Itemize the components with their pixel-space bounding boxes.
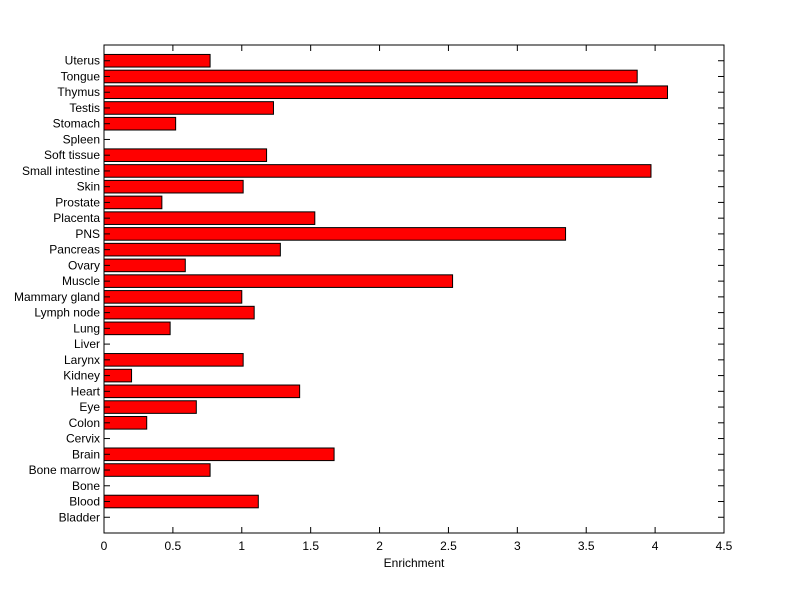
x-tick-labels: 0 0.5 1 1.5 2 2.5 3 3.5 4 4.5 bbox=[101, 539, 733, 553]
bar-blood bbox=[103, 494, 259, 509]
y-tick-label: Blood bbox=[69, 495, 100, 509]
bar-eye bbox=[103, 400, 197, 414]
bar-pancreas bbox=[103, 242, 281, 257]
y-tick-label: Colon bbox=[69, 416, 100, 430]
bar-muscle bbox=[103, 274, 454, 288]
bar-larynx bbox=[103, 353, 244, 367]
bar-skin bbox=[103, 179, 244, 194]
y-tick-label: Prostate bbox=[55, 195, 100, 209]
y-tick-label: Pancreas bbox=[49, 243, 100, 257]
y-tick-label: Small intestine bbox=[22, 164, 100, 178]
x-tick-label: 1 bbox=[238, 539, 245, 553]
bar-ovary bbox=[103, 258, 186, 273]
y-tick-label: Cervix bbox=[66, 432, 100, 446]
bar-soft-tissue bbox=[103, 148, 268, 162]
bar-lung bbox=[103, 321, 171, 336]
y-tick-label: Tongue bbox=[61, 69, 101, 83]
plot-frame bbox=[103, 44, 725, 534]
x-tick-label: 2.5 bbox=[440, 539, 457, 553]
y-tick-label: Uterus bbox=[65, 54, 100, 68]
y-tick-label: Lymph node bbox=[34, 306, 100, 320]
bar-thymus bbox=[103, 85, 669, 100]
bar-mammary-gland bbox=[103, 290, 243, 304]
bar-stomach bbox=[103, 116, 177, 131]
bar-placenta bbox=[103, 211, 316, 225]
ticks bbox=[103, 45, 725, 533]
bar-uterus bbox=[103, 53, 211, 68]
y-tick-label: Kidney bbox=[63, 369, 100, 383]
y-tick-label: Bladder bbox=[59, 510, 100, 524]
y-tick-label: Soft tissue bbox=[44, 148, 100, 162]
y-tick-label: Eye bbox=[79, 400, 100, 414]
x-tick-label: 3 bbox=[514, 539, 521, 553]
y-tick-label: Larynx bbox=[64, 353, 100, 367]
x-tick-label: 0 bbox=[101, 539, 108, 553]
y-tick-label: Mammary gland bbox=[14, 290, 100, 304]
bar-lymph-node bbox=[103, 305, 255, 320]
y-tick-label: Stomach bbox=[53, 117, 100, 131]
y-tick-label: Ovary bbox=[68, 258, 100, 272]
x-tick-label: 0.5 bbox=[165, 539, 182, 553]
y-tick-label: Placenta bbox=[53, 211, 100, 225]
y-tick-label: Heart bbox=[71, 384, 101, 398]
x-tick-label: 1.5 bbox=[302, 539, 319, 553]
bar-colon bbox=[103, 416, 148, 430]
y-tick-label: Thymus bbox=[57, 85, 100, 99]
x-axis-title: Enrichment bbox=[384, 556, 445, 570]
bar-testis bbox=[103, 101, 274, 115]
y-tick-label: Brain bbox=[72, 447, 100, 461]
x-tick-label: 4.5 bbox=[716, 539, 733, 553]
y-tick-label: Lung bbox=[73, 321, 100, 335]
bar-pns bbox=[103, 227, 567, 241]
x-tick-label: 4 bbox=[652, 539, 659, 553]
y-tick-label: Bone marrow bbox=[29, 463, 101, 477]
bar-prostate bbox=[103, 195, 163, 210]
bar-heart bbox=[103, 384, 301, 399]
y-tick-label: Spleen bbox=[63, 132, 100, 146]
y-tick-label: Bone bbox=[72, 479, 100, 493]
y-tick-label: Testis bbox=[69, 101, 100, 115]
y-tick-label: Muscle bbox=[62, 274, 100, 288]
y-tick-label: PNS bbox=[75, 227, 100, 241]
x-tick-label: 2 bbox=[376, 539, 383, 553]
bar-tongue bbox=[103, 69, 638, 84]
bar-brain bbox=[103, 447, 335, 462]
y-tick-label: Liver bbox=[74, 337, 100, 351]
bar-bone-marrow bbox=[103, 463, 211, 477]
y-tick-label: Skin bbox=[77, 180, 100, 194]
bars bbox=[103, 53, 669, 509]
bar-small-intestine bbox=[103, 164, 652, 178]
x-tick-label: 3.5 bbox=[578, 539, 595, 553]
